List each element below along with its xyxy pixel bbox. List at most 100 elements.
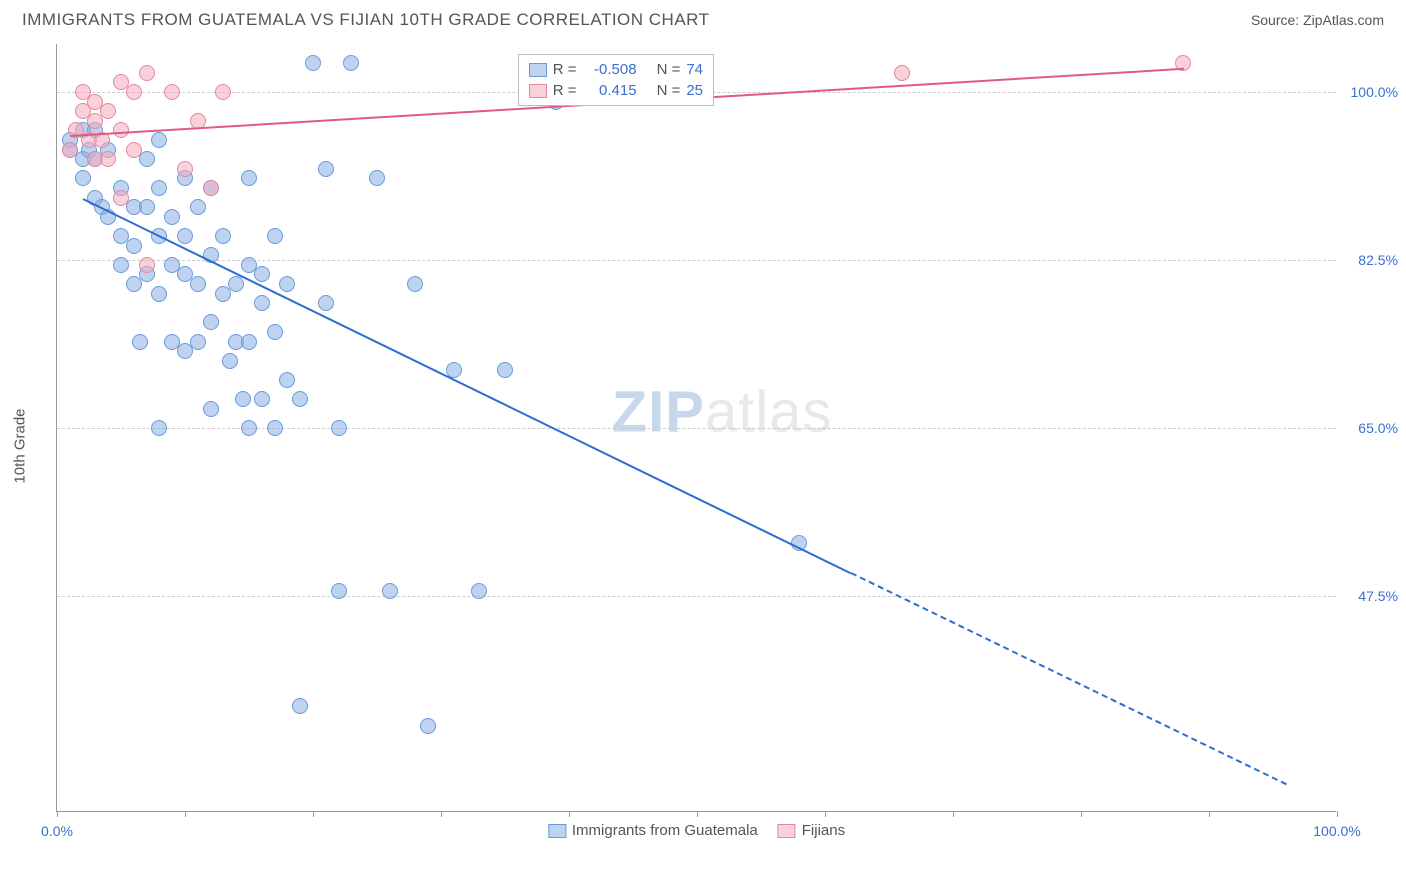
legend-n-value: 25	[686, 82, 703, 99]
legend-r-value: 0.415	[583, 82, 637, 99]
data-point-guatemala	[279, 372, 295, 388]
data-point-guatemala	[151, 132, 167, 148]
data-point-guatemala	[369, 170, 385, 186]
legend-r-label: R =	[553, 82, 577, 99]
data-point-guatemala	[190, 199, 206, 215]
series-legend-label: Fijians	[802, 822, 845, 839]
data-point-guatemala	[254, 266, 270, 282]
data-point-fijians	[100, 103, 116, 119]
x-tick-mark	[697, 811, 698, 817]
scatter-plot-area: ZIPatlas 47.5%65.0%82.5%100.0%0.0%100.0%…	[56, 44, 1336, 812]
data-point-fijians	[203, 180, 219, 196]
data-point-guatemala	[151, 286, 167, 302]
data-point-guatemala	[292, 698, 308, 714]
data-point-fijians	[177, 161, 193, 177]
watermark-text: ZIPatlas	[612, 379, 833, 446]
legend-n-label: N =	[657, 82, 681, 99]
source-prefix: Source:	[1251, 12, 1303, 28]
legend-swatch	[548, 824, 566, 838]
trend-line-extrapolated	[850, 572, 1286, 785]
data-point-guatemala	[331, 583, 347, 599]
watermark-atlas: atlas	[705, 380, 833, 445]
series-legend: Immigrants from Guatemala Fijians	[548, 822, 845, 839]
data-point-guatemala	[222, 353, 238, 369]
data-point-fijians	[126, 142, 142, 158]
x-tick-mark	[313, 811, 314, 817]
data-point-guatemala	[235, 391, 251, 407]
x-tick-mark	[569, 811, 570, 817]
data-point-fijians	[100, 151, 116, 167]
data-point-fijians	[894, 65, 910, 81]
data-point-guatemala	[292, 391, 308, 407]
x-tick-label: 100.0%	[1313, 823, 1360, 839]
trend-line	[82, 198, 851, 574]
data-point-guatemala	[228, 276, 244, 292]
chart-header: IMMIGRANTS FROM GUATEMALA VS FIJIAN 10TH…	[0, 0, 1406, 34]
data-point-guatemala	[203, 314, 219, 330]
data-point-guatemala	[267, 324, 283, 340]
x-tick-mark	[57, 811, 58, 817]
data-point-guatemala	[241, 420, 257, 436]
data-point-fijians	[113, 190, 129, 206]
series-legend-item: Immigrants from Guatemala	[548, 822, 758, 839]
x-tick-mark	[1337, 811, 1338, 817]
legend-swatch	[529, 84, 547, 98]
x-tick-mark	[1209, 811, 1210, 817]
data-point-guatemala	[382, 583, 398, 599]
data-point-guatemala	[267, 420, 283, 436]
data-point-guatemala	[215, 228, 231, 244]
data-point-guatemala	[75, 170, 91, 186]
data-point-guatemala	[471, 583, 487, 599]
data-point-guatemala	[241, 334, 257, 350]
stats-legend: R = -0.508N = 74 R = 0.415 N = 25	[518, 54, 714, 106]
data-point-fijians	[62, 142, 78, 158]
data-point-guatemala	[151, 180, 167, 196]
data-point-fijians	[113, 122, 129, 138]
y-tick-label: 100.0%	[1343, 84, 1398, 100]
x-tick-mark	[1081, 811, 1082, 817]
legend-r-value: -0.508	[583, 61, 637, 78]
data-point-guatemala	[279, 276, 295, 292]
data-point-fijians	[215, 84, 231, 100]
x-tick-label: 0.0%	[41, 823, 73, 839]
data-point-guatemala	[203, 401, 219, 417]
gridline	[57, 596, 1336, 597]
data-point-guatemala	[139, 199, 155, 215]
y-tick-label: 47.5%	[1343, 588, 1398, 604]
data-point-guatemala	[190, 276, 206, 292]
source-name: ZipAtlas.com	[1303, 12, 1384, 28]
data-point-guatemala	[113, 257, 129, 273]
x-tick-mark	[825, 811, 826, 817]
data-point-guatemala	[267, 228, 283, 244]
y-axis-label: 10th Grade	[12, 408, 29, 483]
series-legend-item: Fijians	[778, 822, 845, 839]
data-point-guatemala	[497, 362, 513, 378]
data-point-fijians	[126, 84, 142, 100]
legend-swatch	[529, 63, 547, 77]
x-tick-mark	[185, 811, 186, 817]
data-point-guatemala	[343, 55, 359, 71]
watermark-zip: ZIP	[612, 380, 705, 445]
data-point-guatemala	[151, 420, 167, 436]
source-attribution: Source: ZipAtlas.com	[1251, 12, 1384, 28]
chart-title: IMMIGRANTS FROM GUATEMALA VS FIJIAN 10TH…	[22, 10, 710, 30]
x-tick-mark	[953, 811, 954, 817]
legend-n-value: 74	[686, 61, 703, 78]
data-point-guatemala	[318, 161, 334, 177]
data-point-guatemala	[132, 334, 148, 350]
data-point-fijians	[164, 84, 180, 100]
data-point-guatemala	[254, 391, 270, 407]
data-point-guatemala	[305, 55, 321, 71]
x-tick-mark	[441, 811, 442, 817]
data-point-guatemala	[420, 718, 436, 734]
data-point-guatemala	[164, 209, 180, 225]
data-point-guatemala	[177, 228, 193, 244]
data-point-guatemala	[318, 295, 334, 311]
series-legend-label: Immigrants from Guatemala	[572, 822, 758, 839]
data-point-fijians	[139, 65, 155, 81]
y-tick-label: 65.0%	[1343, 420, 1398, 436]
stats-legend-row: R = 0.415 N = 25	[529, 80, 703, 101]
stats-legend-row: R = -0.508N = 74	[529, 59, 703, 80]
y-tick-label: 82.5%	[1343, 252, 1398, 268]
data-point-guatemala	[241, 170, 257, 186]
